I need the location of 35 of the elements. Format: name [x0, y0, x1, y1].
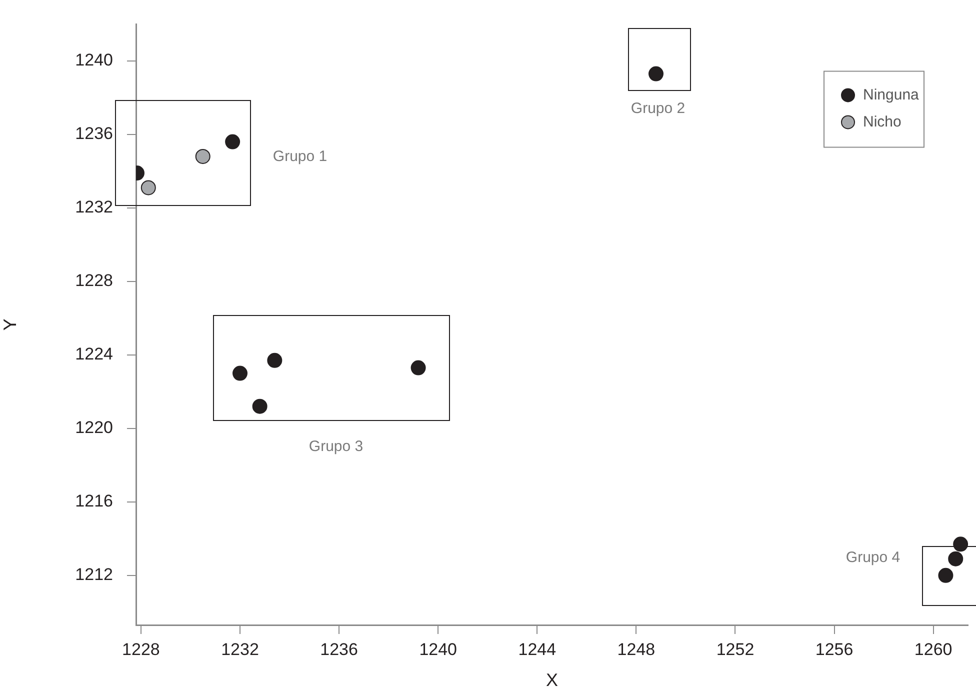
y-tick-label: 1220: [75, 418, 113, 438]
x-tick-label: 1252: [716, 640, 754, 659]
x-tick-label: 1260: [914, 640, 952, 659]
x-tick-label: 1240: [419, 640, 458, 659]
annotation: Grupo 3: [308, 438, 364, 456]
y-tick-label: 1232: [75, 198, 113, 217]
x-tick-label: 1232: [221, 640, 259, 659]
y-tick-label: 1224: [75, 344, 113, 364]
y-tick-label: 1228: [75, 271, 113, 290]
point: [648, 66, 664, 82]
legend-label: Nicho: [863, 113, 902, 130]
point: [140, 180, 156, 196]
x-tick-label: 1228: [122, 640, 160, 659]
point: [948, 551, 964, 566]
x-tick-label: 1256: [815, 640, 854, 659]
x-tick-label: 1236: [320, 640, 358, 659]
point: [232, 366, 248, 381]
annotation: Grupo 1: [272, 148, 328, 166]
annotation: Grupo 2: [630, 100, 686, 118]
point: [410, 360, 426, 376]
point: [953, 536, 968, 552]
x-tick-label: 1244: [518, 640, 556, 659]
point: [252, 398, 268, 414]
y-tick-label: 1240: [75, 50, 113, 70]
point: [195, 148, 210, 164]
legend-label: Ninguna: [863, 86, 920, 104]
y-tick-label: 1216: [75, 492, 113, 511]
annotation: Grupo 4: [846, 549, 900, 566]
x-axis-title: X: [546, 670, 558, 690]
y-tick-label: 1236: [75, 124, 113, 144]
y-axis-title: Y: [0, 318, 20, 331]
y-tick-label: 1212: [75, 565, 113, 584]
x-tick-label: 1248: [617, 640, 656, 659]
point: [267, 352, 282, 368]
point: [225, 134, 240, 150]
